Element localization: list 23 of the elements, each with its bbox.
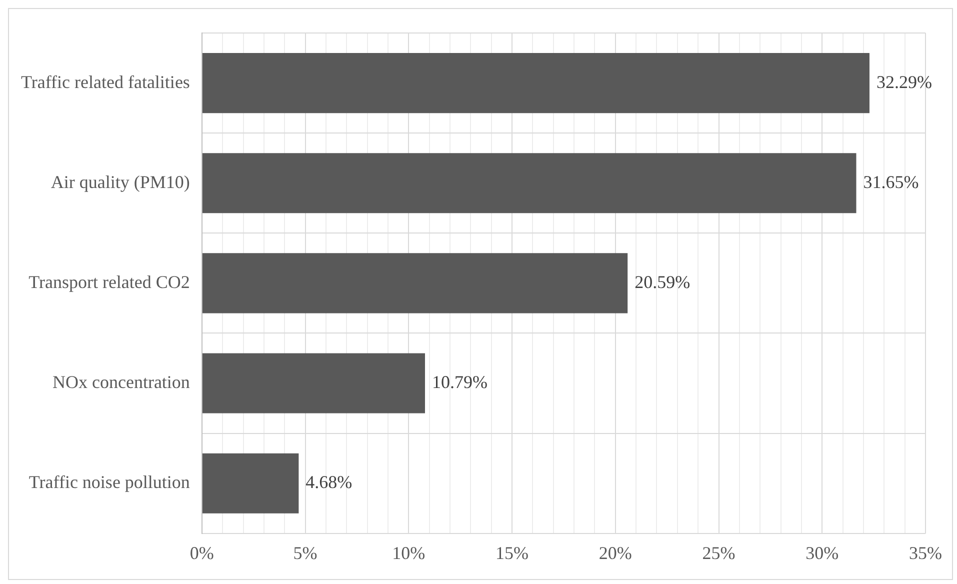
x-tick-label: 15% — [496, 542, 529, 563]
y-tick-label: NOx concentration — [52, 372, 190, 392]
y-tick-label: Transport related CO2 — [28, 272, 190, 292]
data-label: 31.65% — [863, 172, 919, 192]
x-tick-label: 20% — [598, 542, 632, 563]
bar — [202, 253, 628, 314]
bar — [202, 453, 299, 514]
y-tick-label: Air quality (PM10) — [50, 172, 190, 192]
x-tick-label: 25% — [702, 542, 736, 563]
y-tick-label: Traffic related fatalities — [20, 72, 190, 92]
x-tick-label: 10% — [392, 542, 426, 563]
x-tick-label: 0% — [190, 542, 214, 563]
data-label: 32.29% — [876, 72, 932, 92]
bar — [202, 153, 856, 214]
bar — [202, 353, 425, 414]
data-label: 4.68% — [306, 472, 352, 492]
x-tick-label: 30% — [806, 542, 839, 563]
x-tick-label: 5% — [293, 542, 318, 563]
data-label: 20.59% — [634, 272, 690, 292]
bar — [202, 53, 870, 114]
y-tick-label: Traffic noise pollution — [28, 472, 190, 492]
x-tick-label: 35% — [909, 542, 942, 563]
data-label: 10.79% — [432, 372, 488, 392]
